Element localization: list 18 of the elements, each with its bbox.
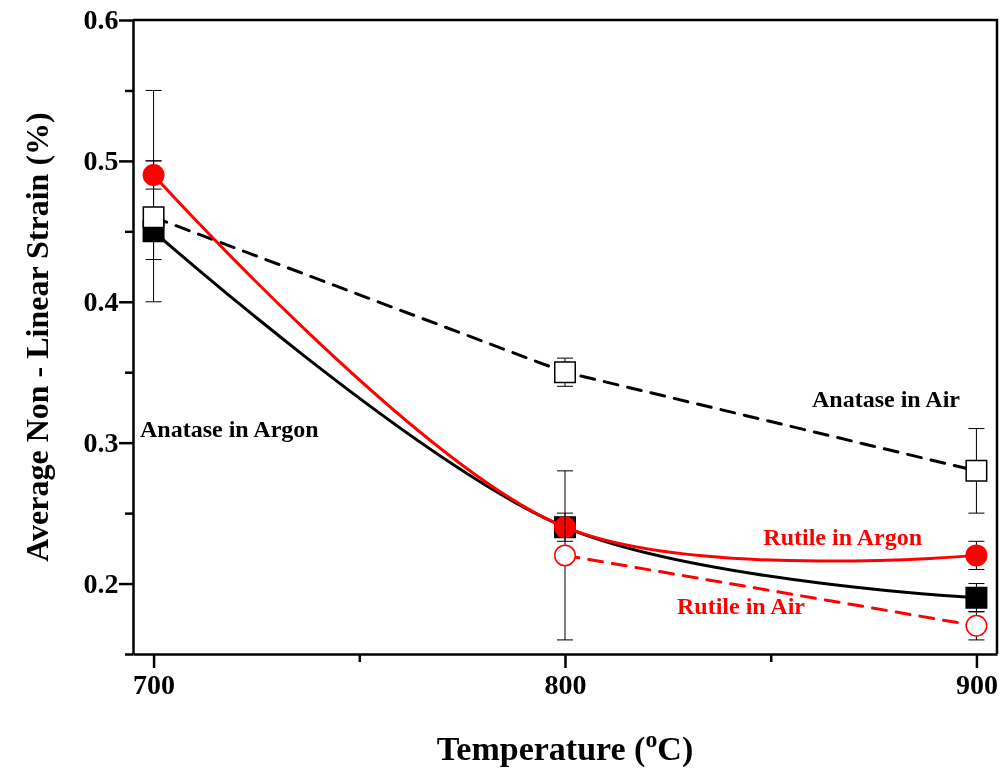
point [965,614,988,637]
y-axis-title: Average Non - Linear Strain (%) [19,112,55,562]
series-label: Rutile in Argon [763,524,922,550]
point [142,206,165,229]
x-tick-label: 700 [133,668,176,700]
y-tick-label: 0.6 [83,4,119,36]
point [965,459,988,482]
y-tick-label: 0.4 [83,286,119,318]
series-label: Anatase in Air [811,386,961,412]
y-tick-label: 0.3 [83,427,119,459]
x-axis-title: Temperature ($^{o}$C) [436,726,694,768]
y-tick-label: 0.5 [83,145,119,177]
point [554,544,576,567]
x-tick-label: 800 [544,668,587,700]
series-label: Anatase in Argon [140,416,319,442]
x-tick-label: 900 [955,668,998,700]
y-tick-label: 0.2 [83,568,119,600]
series-label: Rutile in Air [676,593,806,619]
